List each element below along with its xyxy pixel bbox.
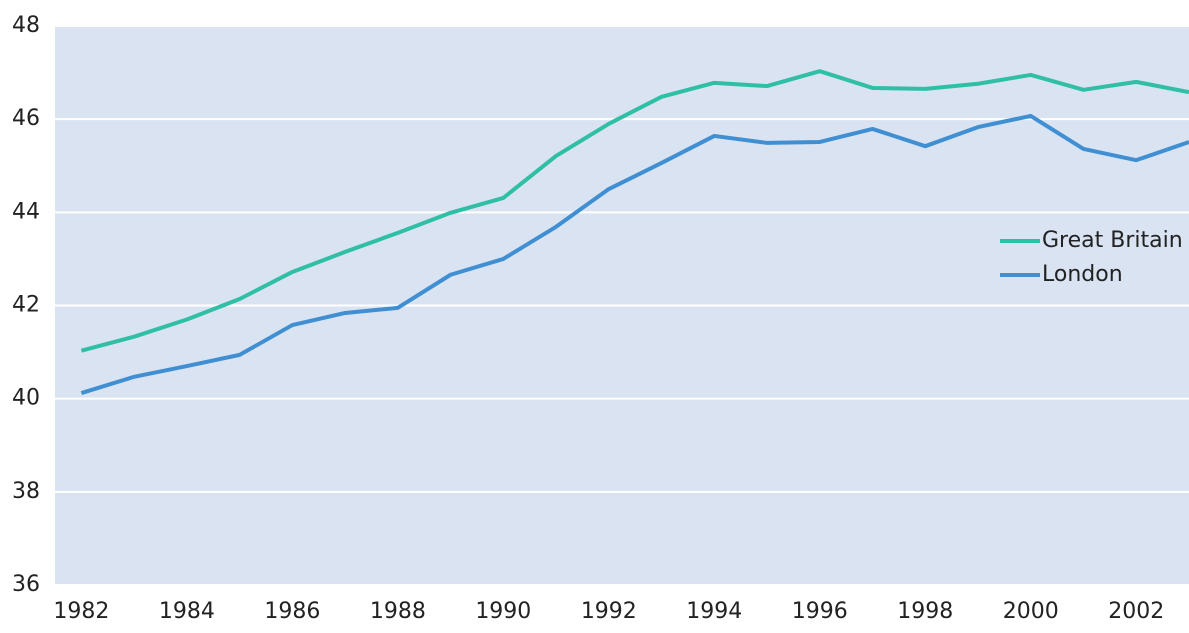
y-tick-label: 44: [12, 199, 40, 224]
x-tick-label: 1984: [159, 599, 215, 624]
x-tick-label: 2002: [1108, 599, 1164, 624]
x-tick-label: 1992: [581, 599, 637, 624]
y-tick-label: 38: [12, 479, 40, 504]
x-tick-label: 1994: [686, 599, 742, 624]
y-tick-label: 36: [12, 572, 40, 597]
y-tick-label: 40: [12, 386, 40, 411]
legend-label: Great Britain: [1042, 228, 1183, 253]
y-tick-label: 42: [12, 293, 40, 318]
legend-label: London: [1042, 262, 1123, 287]
series-line: [80, 69, 1189, 353]
x-tick-label: 1990: [475, 599, 531, 624]
x-tick-label: 1996: [792, 599, 848, 624]
x-tick-label: 1982: [53, 599, 109, 624]
x-tick-label: 1986: [264, 599, 320, 624]
y-tick-label: 46: [12, 106, 40, 131]
x-tick-label: 2000: [1003, 599, 1059, 624]
x-tick-label: 1988: [370, 599, 426, 624]
y-tick-label: 48: [12, 13, 40, 38]
series-line: [80, 113, 1189, 395]
x-tick-label: 1998: [897, 599, 953, 624]
